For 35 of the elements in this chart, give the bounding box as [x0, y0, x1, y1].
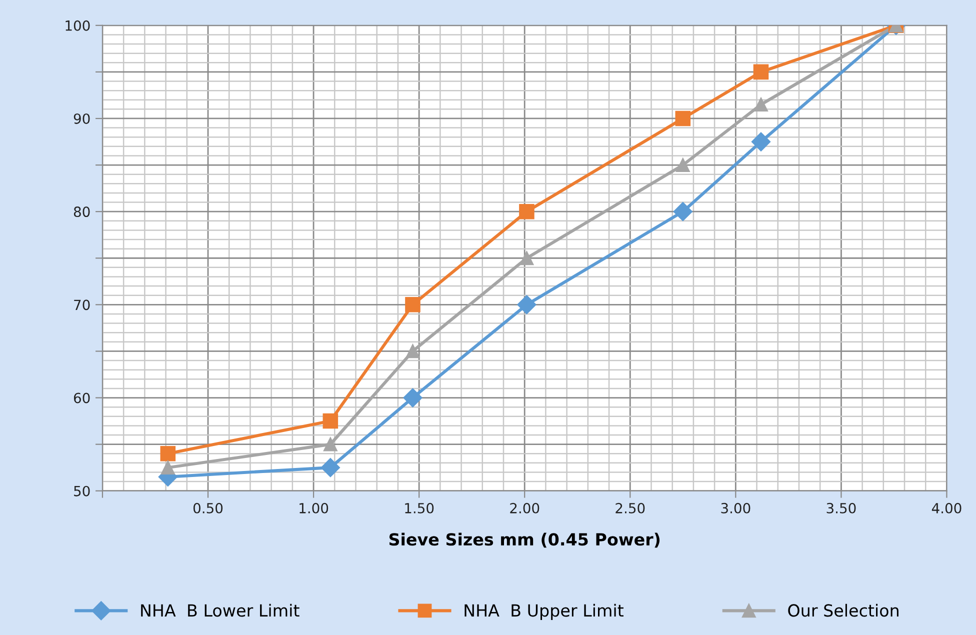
- point: [519, 204, 534, 220]
- point: [520, 251, 534, 266]
- point: [320, 458, 340, 478]
- point: [517, 295, 536, 314]
- y-tick-label: 70: [74, 300, 90, 310]
- point: [754, 98, 768, 112]
- x-tick-label: 2.00: [510, 502, 540, 514]
- point: [675, 110, 691, 126]
- x-tick-label: 3.00: [721, 502, 750, 514]
- y-tick-label: 60: [74, 392, 90, 404]
- point: [753, 64, 769, 80]
- y-tick-label: 90: [74, 113, 90, 124]
- y-tick-label: 100: [66, 20, 90, 31]
- legend-label: Our Selection: [788, 604, 898, 617]
- point: [751, 132, 771, 152]
- point: [323, 437, 338, 452]
- x-tick-label: 3.50: [826, 502, 856, 514]
- y-tick-label: 50: [74, 486, 90, 496]
- x-axis-title: Sieve Sizes mm (0.45 Power): [389, 532, 660, 548]
- point: [160, 446, 176, 462]
- legend-label: NHA B Upper Limit: [464, 604, 624, 620]
- point: [406, 344, 420, 358]
- point: [405, 297, 420, 312]
- x-tick-label: 0.50: [193, 502, 223, 514]
- y-tick-label: 80: [74, 206, 90, 218]
- point: [322, 413, 338, 429]
- point: [676, 158, 690, 172]
- x-tick-label: 1.00: [300, 502, 328, 514]
- point: [160, 460, 175, 475]
- legend-label: NHA B Lower Limit: [141, 604, 300, 617]
- point: [403, 388, 422, 408]
- x-tick-label: 1.50: [405, 502, 434, 514]
- x-tick-label: 2.50: [616, 502, 645, 514]
- point: [673, 202, 692, 222]
- x-tick-label: 4.00: [932, 502, 962, 514]
